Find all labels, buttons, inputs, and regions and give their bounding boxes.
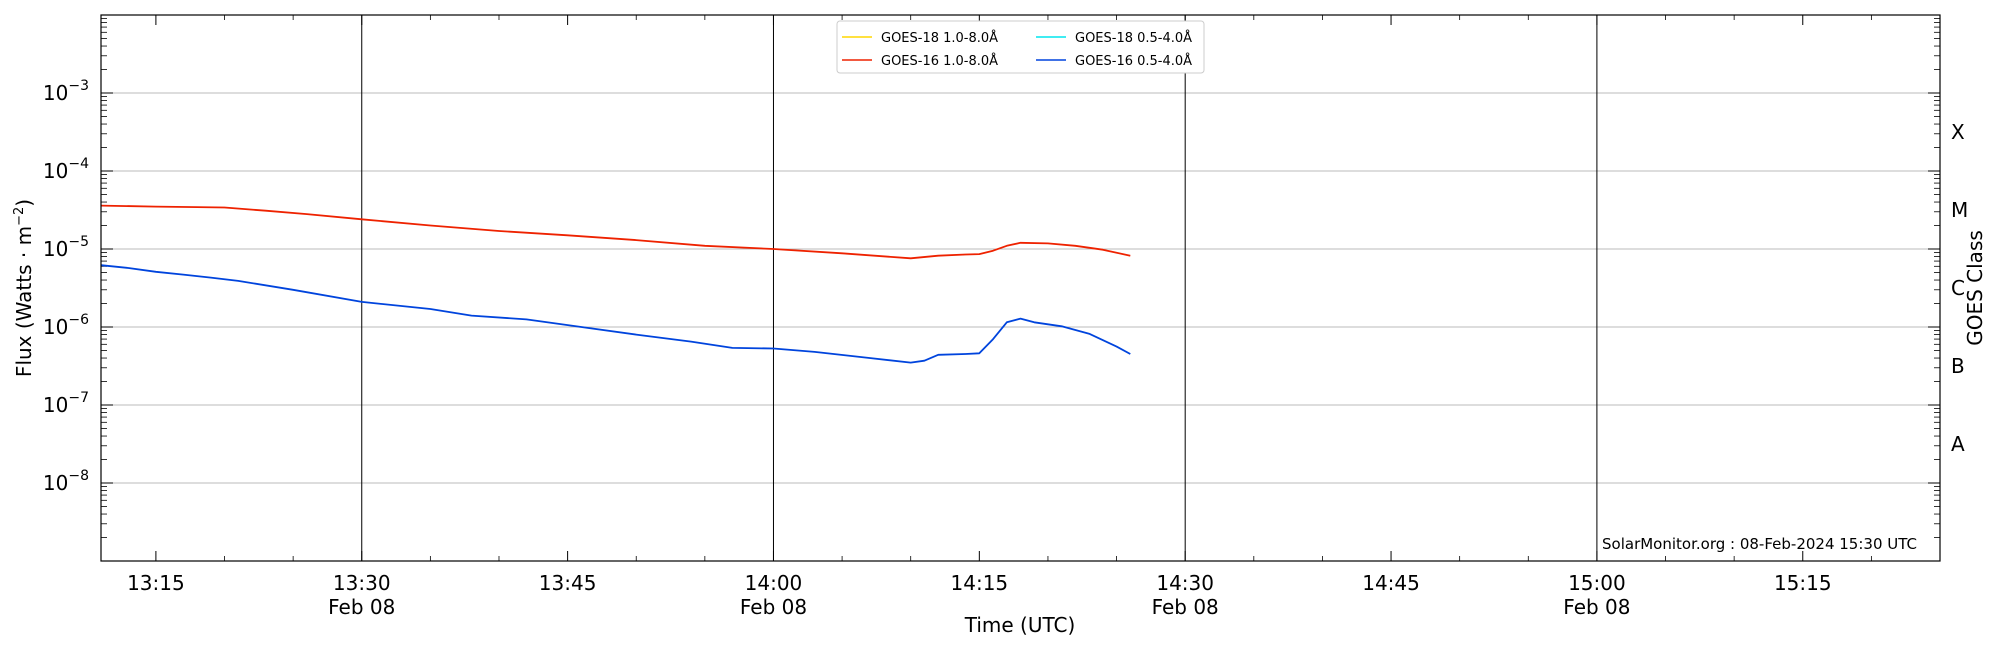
y-tick-label: 10−6 [43,312,89,339]
x-tick-label: 14:15 [951,571,1009,595]
goes-class-label: M [1951,198,1968,222]
legend-entry: GOES-18 0.5-4.0Å [1036,30,1192,46]
goes-class-label: C [1951,276,1965,300]
x-tick-date-label: Feb 08 [328,595,395,619]
legend-label: GOES-18 0.5-4.0Å [1075,30,1192,46]
y-tick-label: 10−8 [43,468,89,495]
x-tick-label: 14:30 [1156,571,1214,595]
y-axis-title-close: ) [12,199,36,207]
x-tick-label: 15:00 [1568,571,1626,595]
legend-entry: GOES-16 1.0-8.0Å [842,53,998,69]
series-lines [100,204,1131,364]
legend-label: GOES-16 0.5-4.0Å [1075,53,1192,69]
series-line [100,204,1131,260]
y-tick-label: 10−3 [43,78,89,105]
grid [101,15,1940,561]
goes-class-label: X [1951,120,1965,144]
x-axis-title: Time (UTC) [964,613,1076,637]
x-tick-date-label: Feb 08 [1152,595,1219,619]
y-axis-title: Flux (Watts · m−2) [12,199,36,377]
x-tick-label: 14:45 [1362,571,1420,595]
x-tick-label: 13:45 [539,571,597,595]
x-tick-label: 13:30 [333,571,391,595]
footer-credit: SolarMonitor.org : 08-Feb-2024 15:30 UTC [1602,535,1917,553]
goes-class-label: B [1951,354,1965,378]
x-tick-date-label: Feb 08 [740,595,807,619]
y-axis-title-exponent: −2 [12,207,27,226]
y-tick-label: 10−4 [43,156,89,183]
plot-frame [100,14,1941,562]
legend-entry: GOES-16 0.5-4.0Å [1036,53,1192,69]
right-axis-title: GOES Class [1963,230,1987,346]
series-line [100,264,1131,364]
x-tick-label: 14:00 [745,571,803,595]
x-tick-label: 13:15 [127,571,185,595]
goes-class-label: A [1951,432,1965,456]
y-axis-title-main: Flux (Watts · m [12,226,36,377]
y-tick-label: 10−5 [43,234,89,261]
legend: GOES-18 1.0-8.0Å GOES-16 1.0-8.0Å GOES-1… [836,20,1205,74]
legend-entry: GOES-18 1.0-8.0Å [842,30,998,46]
legend-label: GOES-18 1.0-8.0Å [881,30,998,46]
y-tick-label: 10−7 [43,390,89,417]
x-tick-label: 15:15 [1774,571,1832,595]
x-tick-date-label: Feb 08 [1563,595,1630,619]
legend-box [836,20,1205,74]
legend-label: GOES-16 1.0-8.0Å [881,53,998,69]
